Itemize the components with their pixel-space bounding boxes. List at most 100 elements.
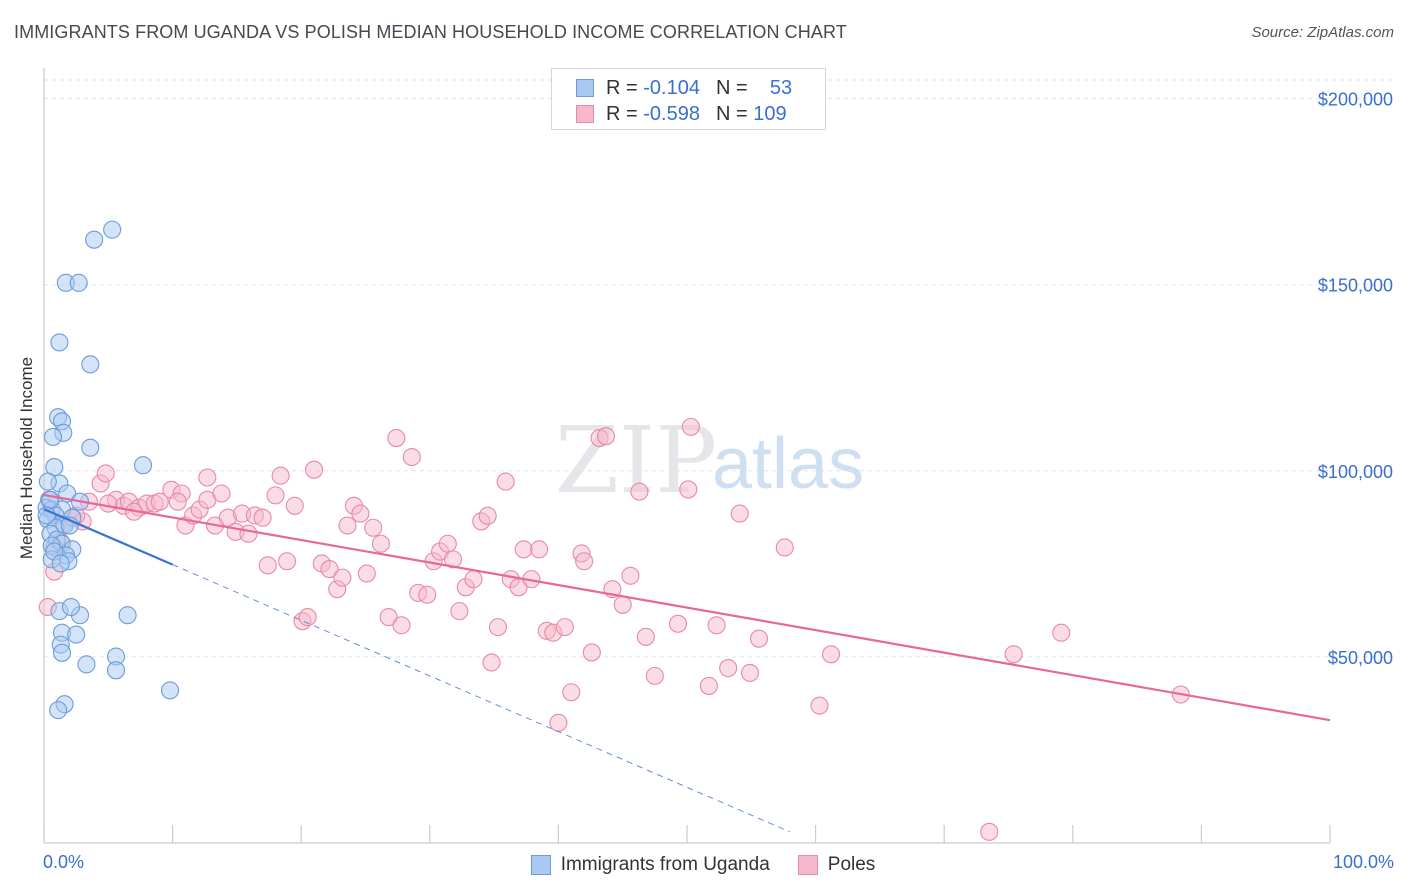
- r-value: -0.104: [643, 76, 700, 99]
- poles-point: [351, 504, 370, 523]
- n-label: N =: [715, 76, 748, 99]
- poles-point: [707, 616, 726, 635]
- trend-lines: [43, 493, 1331, 833]
- watermark-atlas: atlas: [712, 424, 864, 504]
- poles-point: [749, 629, 769, 648]
- poles-point: [679, 480, 698, 499]
- r-label: R =: [606, 76, 638, 99]
- poles-legend-swatch: [797, 855, 818, 875]
- poles-point: [271, 466, 290, 485]
- uganda-point: [61, 597, 81, 617]
- poles-point: [719, 659, 738, 678]
- poles-point: [668, 614, 688, 633]
- poles-point: [980, 822, 999, 841]
- uganda-point: [103, 220, 122, 239]
- axes: [43, 68, 1331, 844]
- uganda-trend-dashed: [172, 564, 791, 833]
- y-tick-label: $200,000: [1318, 90, 1393, 110]
- poles-point: [681, 417, 700, 436]
- poles-point: [740, 663, 760, 682]
- poles-point: [438, 534, 457, 553]
- poles-point: [266, 486, 285, 505]
- poles-point: [285, 496, 304, 515]
- x-tick-label-max: 100.0%: [1332, 852, 1394, 872]
- uganda-point: [85, 230, 104, 249]
- legend-item-poles[interactable]: Poles: [797, 854, 876, 876]
- poles-point: [253, 508, 272, 527]
- poles-point: [392, 616, 411, 635]
- poles-point: [530, 540, 549, 559]
- poles-point: [810, 696, 829, 715]
- uganda-point: [81, 438, 100, 457]
- poles-point: [482, 653, 501, 672]
- poles-trend-line: [43, 493, 1331, 722]
- uganda-point: [43, 427, 63, 446]
- poles-point: [168, 492, 187, 511]
- y-tick-labels: $50,000 $100,000 $150,000 $200,000: [1318, 90, 1393, 668]
- uganda-point: [106, 661, 126, 680]
- watermark: ZIP atlas: [555, 407, 864, 514]
- stats-row-poles: R = -0.598 N = 109: [576, 101, 787, 127]
- poles-point: [402, 447, 421, 467]
- poles-point: [379, 608, 398, 627]
- uganda-legend-swatch: [530, 855, 551, 875]
- poles-point: [212, 484, 231, 503]
- poles-point: [645, 666, 664, 685]
- stats-row-uganda: R = -0.104 N = 53: [576, 75, 792, 101]
- poles-point: [418, 585, 437, 604]
- poles-point: [478, 506, 497, 525]
- uganda-point: [49, 701, 68, 720]
- uganda-point: [77, 655, 96, 674]
- poles-point: [596, 427, 616, 446]
- poles-point: [621, 566, 640, 585]
- poles-point: [1004, 645, 1023, 664]
- poles-point: [320, 560, 339, 579]
- poles-point: [239, 524, 258, 543]
- poles-point: [488, 618, 508, 637]
- poles-point: [150, 492, 169, 511]
- uganda-point: [52, 643, 72, 662]
- poles-point: [562, 683, 581, 702]
- source-label: Source: ZipAtlas.com: [1251, 24, 1394, 41]
- poles-point: [364, 518, 383, 537]
- poles-point: [305, 460, 324, 479]
- uganda-point: [41, 490, 60, 509]
- uganda-point: [133, 456, 153, 475]
- poles-point: [555, 618, 574, 637]
- y-tick-label: $50,000: [1328, 648, 1393, 668]
- poles-point: [258, 556, 277, 575]
- uganda-point: [51, 554, 70, 573]
- chart-title: IMMIGRANTS FROM UGANDA VS POLISH MEDIAN …: [14, 22, 847, 42]
- r-value: -0.598: [643, 102, 700, 125]
- r-label: R =: [606, 102, 638, 125]
- poles-point: [278, 552, 297, 571]
- poles-point: [730, 504, 749, 523]
- poles-point: [496, 472, 515, 491]
- poles-point: [582, 643, 601, 662]
- poles-points: [38, 417, 1190, 841]
- x-tick-label-min: 0.0%: [43, 852, 85, 872]
- legend-label-poles: Poles: [827, 854, 876, 875]
- n-label: N =: [715, 102, 748, 125]
- uganda-points: [37, 220, 180, 720]
- poles-point: [338, 516, 357, 535]
- poles-point: [1052, 623, 1071, 642]
- uganda-swatch: [576, 79, 594, 97]
- poles-point: [636, 627, 655, 646]
- uganda-point: [69, 273, 88, 292]
- poles-point: [387, 429, 406, 448]
- poles-point: [821, 645, 841, 664]
- y-tick-label: $100,000: [1318, 462, 1393, 482]
- n-value: 53: [769, 76, 793, 99]
- poles-point: [443, 550, 462, 569]
- stats-legend: R = -0.104 N = 53 R = -0.598 N = 109: [551, 68, 826, 130]
- poles-point: [333, 568, 352, 587]
- y-tick-label: $150,000: [1318, 276, 1393, 296]
- poles-point: [371, 534, 390, 553]
- poles-point: [464, 570, 483, 589]
- legend-item-uganda[interactable]: Immigrants from Uganda: [530, 854, 770, 876]
- legend-label-uganda: Immigrants from Uganda: [560, 854, 770, 875]
- poles-point: [198, 468, 217, 487]
- poles-point: [357, 564, 376, 583]
- poles-swatch: [576, 105, 594, 123]
